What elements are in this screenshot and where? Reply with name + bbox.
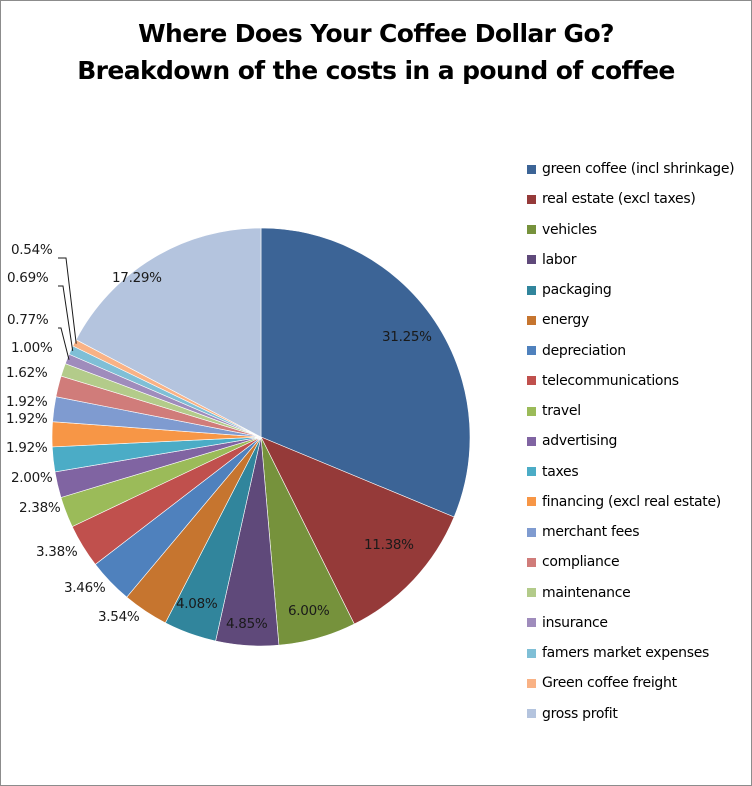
legend-label: travel: [542, 403, 581, 420]
legend-swatch-icon: [527, 678, 536, 688]
legend-swatch-icon: [527, 709, 536, 719]
legend-label: advertising: [542, 433, 618, 450]
data-label: 4.08%: [176, 596, 218, 612]
legend-swatch-icon: [527, 618, 536, 628]
legend-item: packaging: [527, 275, 734, 305]
data-label: 2.00%: [11, 470, 53, 486]
legend-label: depreciation: [542, 342, 626, 359]
data-label: 6.00%: [288, 603, 330, 619]
legend-swatch-icon: [527, 225, 536, 235]
legend-label: compliance: [542, 554, 620, 571]
legend-swatch-icon: [527, 527, 536, 537]
legend-item: compliance: [527, 547, 734, 577]
data-label: 31.25%: [382, 329, 432, 345]
legend-item: famers market expenses: [527, 638, 734, 668]
legend-label: financing (excl real estate): [542, 493, 721, 510]
legend-label: insurance: [542, 614, 608, 631]
chart-legend: green coffee (incl shrinkage) real estate…: [527, 154, 735, 729]
legend-item: energy: [527, 305, 734, 335]
chart-title: Where Does Your Coffee Dollar Go?: [138, 19, 614, 48]
legend-swatch-icon: [527, 376, 536, 386]
legend-item: merchant fees: [527, 517, 734, 547]
legend-item: vehicles: [527, 215, 734, 245]
pie-slice: [260, 436, 455, 625]
data-label: 0.77%: [7, 312, 49, 328]
data-label: 0.54%: [11, 242, 53, 258]
legend-label: Green coffee freight: [542, 675, 677, 692]
legend-item: taxes: [527, 457, 734, 487]
legend-item: depreciation: [527, 336, 734, 366]
leader-line: [58, 285, 74, 351]
legend-swatch-icon: [527, 315, 536, 325]
legend-label: green coffee (incl shrinkage): [542, 161, 735, 178]
legend-label: real estate (excl taxes): [542, 191, 696, 208]
legend-item: maintenance: [527, 578, 734, 608]
legend-item: labor: [527, 245, 734, 275]
data-label: 1.62%: [6, 365, 48, 381]
legend-label: gross profit: [542, 705, 618, 722]
data-label: 1.00%: [11, 340, 53, 356]
legend-label: taxes: [542, 463, 579, 480]
legend-label: telecommunications: [542, 372, 679, 389]
data-label: 11.38%: [364, 537, 414, 553]
legend-item: Green coffee freight: [527, 668, 734, 698]
data-label: 1.92%: [6, 440, 48, 456]
legend-swatch-icon: [527, 164, 536, 174]
legend-label: labor: [542, 251, 577, 268]
legend-item: financing (excl real estate): [527, 487, 734, 517]
legend-label: vehicles: [542, 221, 597, 238]
data-label: 0.69%: [7, 270, 49, 286]
data-label: 1.92%: [6, 394, 48, 410]
legend-swatch-icon: [527, 406, 536, 416]
data-label: 3.46%: [64, 580, 106, 596]
data-label: 4.85%: [226, 616, 268, 632]
legend-label: maintenance: [542, 584, 631, 601]
legend-item: telecommunications: [527, 366, 734, 396]
chart-subtitle: Breakdown of the costs in a pound of cof…: [77, 56, 675, 85]
legend-swatch-icon: [527, 285, 536, 295]
legend-item: travel: [527, 396, 734, 426]
legend-item: insurance: [527, 608, 734, 638]
legend-swatch-icon: [527, 436, 536, 446]
legend-item: advertising: [527, 426, 734, 456]
legend-label: energy: [542, 312, 589, 329]
data-label: 3.54%: [98, 609, 140, 625]
legend-swatch-icon: [527, 588, 536, 598]
data-label: 3.38%: [36, 544, 78, 560]
legend-swatch-icon: [527, 194, 536, 204]
legend-swatch-icon: [527, 467, 536, 477]
data-label: 17.29%: [112, 270, 162, 286]
legend-swatch-icon: [527, 346, 536, 356]
pie-slice: [260, 227, 471, 518]
legend-swatch-icon: [527, 557, 536, 567]
pie-slice: [75, 227, 262, 438]
legend-label: merchant fees: [542, 524, 640, 541]
data-label: 2.38%: [19, 500, 61, 516]
legend-item: green coffee (incl shrinkage): [527, 154, 735, 184]
legend-label: famers market expenses: [542, 645, 710, 662]
legend-item: gross profit: [527, 699, 734, 729]
leader-line: [58, 257, 77, 344]
legend-item: real estate (excl taxes): [527, 184, 734, 214]
legend-swatch-icon: [527, 255, 536, 265]
data-label: 1.92%: [6, 411, 48, 427]
legend-swatch-icon: [527, 648, 536, 658]
leader-line: [58, 327, 70, 360]
legend-label: packaging: [542, 282, 612, 299]
legend-swatch-icon: [527, 497, 536, 507]
